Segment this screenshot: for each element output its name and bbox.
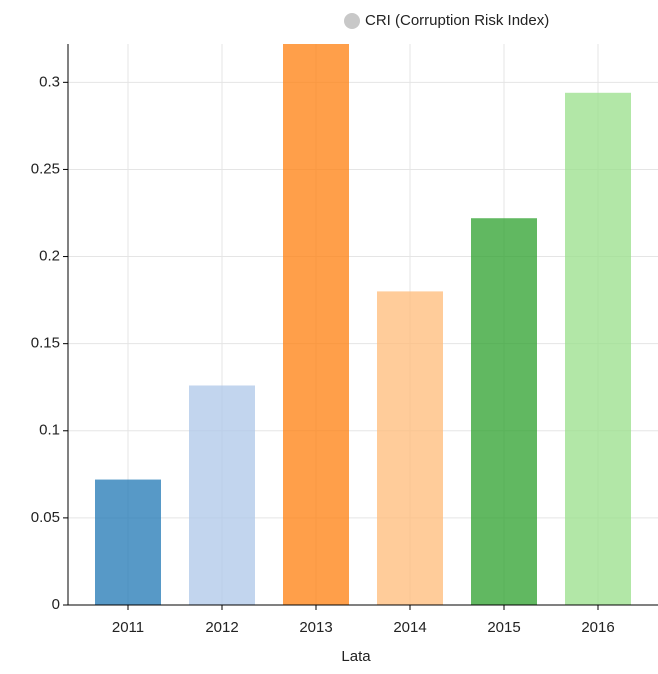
x-tick-label: 2012 [205, 619, 238, 636]
bar [189, 385, 255, 605]
y-tick-label: 0.05 [31, 509, 60, 526]
x-tick-label: 2011 [112, 619, 144, 636]
x-tick-label: 2013 [299, 619, 332, 636]
bar [471, 218, 537, 605]
x-tick-label: 2015 [487, 619, 520, 636]
bar [377, 291, 443, 605]
bar [565, 92, 631, 606]
y-tick-label: 0.15 [31, 335, 60, 352]
x-tick-label: 2014 [393, 619, 426, 636]
y-tick-label: 0.25 [31, 160, 60, 177]
y-tick-label: 0.2 [39, 248, 60, 265]
y-tick-label: 0 [52, 596, 60, 613]
y-tick-label: 0.1 [39, 422, 60, 439]
y-tick-label: 0.3 [39, 73, 60, 90]
legend-label[interactable]: CRI (Corruption Risk Index) [365, 12, 549, 29]
x-tick-label: 2016 [581, 619, 614, 636]
x-axis-label: Lata [341, 648, 371, 665]
legend-swatch[interactable] [344, 13, 360, 29]
bar [95, 479, 161, 605]
bar [283, 44, 349, 605]
